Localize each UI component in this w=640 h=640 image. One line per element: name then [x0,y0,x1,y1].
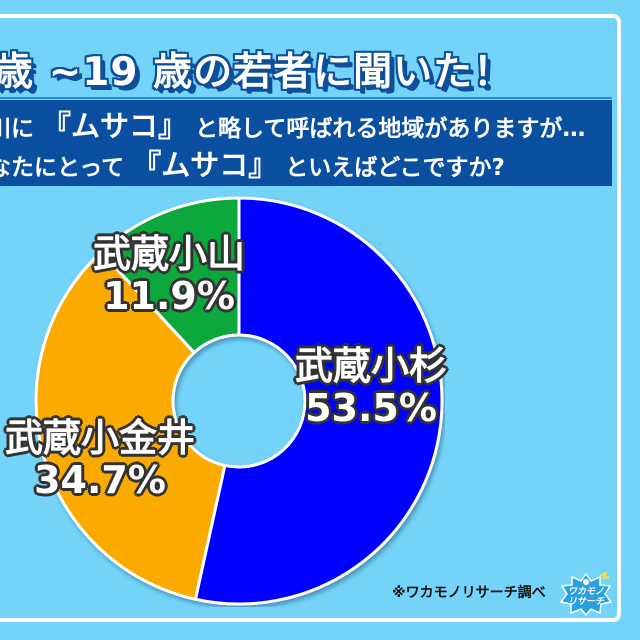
question-line-1-prefix: 川に [0,116,34,142]
question-box: 川に 『ムサコ』 と略して呼ばれる地域がありますが… なたにとって 『ムサコ』 … [0,100,612,186]
question-line-1-suffix: と略して呼ばれる地域がありますが… [195,116,586,142]
question-line-2-prefix: なたにとって [0,155,125,181]
slice-label-koyama-pct: 11.9% [103,274,235,318]
logo-text-line-1: ワカモノ [567,587,604,597]
title-banner: 歳 ~19 歳の若者に聞いた！ [0,19,612,99]
question-line-2-emph: 『ムサコ』 [132,148,278,182]
card-frame [0,14,621,622]
slice-label-koyama: 武蔵小山 11.9% [93,233,245,317]
question-line-1: 川に 『ムサコ』 と略して呼ばれる地域がありますが… [0,108,612,147]
slice-label-koganei-pct: 34.7% [34,458,166,502]
slice-label-kosugi-pct: 53.5% [305,386,437,430]
logo-burst-icon [559,570,613,617]
slice-label-koganei-name: 武蔵小金井 [5,416,196,460]
question-line-1-emph: 『ムサコ』 [42,109,188,143]
wakamono-research-logo: ワカモノ リサーチ [559,570,613,617]
donut-chart: 武蔵小杉 53.5% 武蔵小金井 34.7% 武蔵小山 11.9% [5,195,447,607]
donut-slice-2 [98,196,241,355]
slice-label-koyama-name: 武蔵小山 [93,232,246,276]
donut-chart-svg [34,196,444,606]
page-title: 歳 ~19 歳の若者に聞いた！ [0,50,514,95]
question-line-2-suffix: といえばどこですか? [285,155,505,181]
slice-label-kosugi-name: 武蔵小杉 [295,344,448,388]
slice-label-kosugi: 武蔵小杉 53.5% [295,345,447,429]
logo-text-line-2: リサーチ [567,597,604,607]
donut-slice-1 [34,249,227,602]
question-line-2: なたにとって 『ムサコ』 といえばどこですか? [0,147,612,186]
source-note: ※ワカモノリサーチ調べ [392,585,546,601]
donut-slice-0 [193,196,444,606]
slice-label-koganei: 武蔵小金井 34.7% [5,417,195,501]
